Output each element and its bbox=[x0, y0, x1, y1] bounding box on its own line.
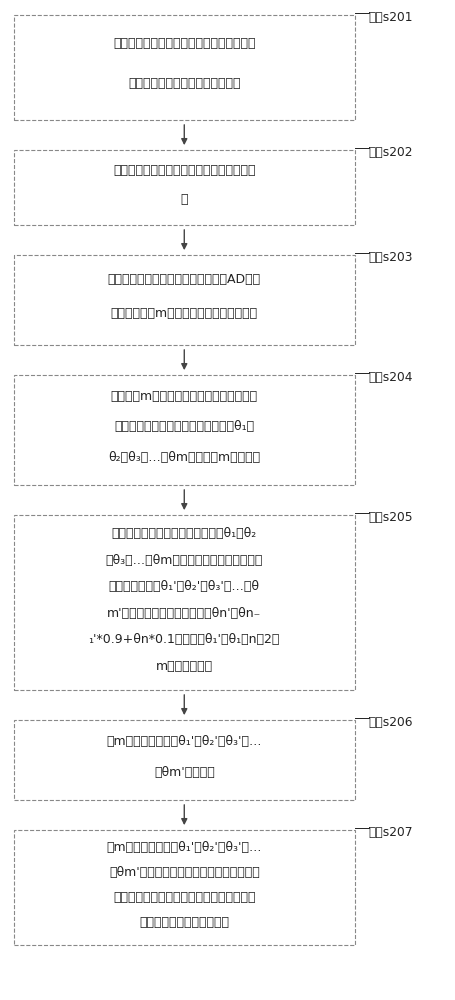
Bar bbox=[14, 255, 355, 345]
Text: 将m个趋势化阻抗值θ₁'、θ₂'、θ₃'、…: 将m个趋势化阻抗值θ₁'、θ₂'、θ₃'、… bbox=[106, 841, 262, 854]
Text: 对m个趋势化阻抗值θ₁'、θ₂'、θ₃'、…: 对m个趋势化阻抗值θ₁'、θ₂'、θ₃'、… bbox=[106, 735, 262, 748]
Text: 的趋势化阻抗值θ₁'、θ₂'、θ₃'、…、θ: 的趋势化阻抗值θ₁'、θ₂'、θ₃'、…、θ bbox=[109, 580, 260, 593]
Text: 步骤s207: 步骤s207 bbox=[369, 826, 413, 839]
Text: 得到初始电缆芯对地电压和漏电流: 得到初始电缆芯对地电压和漏电流 bbox=[128, 77, 241, 90]
Text: ₁'*0.9+θn*0.1，其中，θ₁'＝θ₁，n为2至: ₁'*0.9+θn*0.1，其中，θ₁'＝θ₁，n为2至 bbox=[89, 633, 280, 646]
Text: 理: 理 bbox=[181, 193, 188, 206]
Text: 性采样，得到m组电缆芯对地电压和漏电流: 性采样，得到m组电缆芯对地电压和漏电流 bbox=[111, 307, 258, 320]
Text: m'，其中，趋势化处理公式为θn'＝θn₋: m'，其中，趋势化处理公式为θn'＝θn₋ bbox=[107, 607, 262, 620]
Bar bbox=[14, 375, 355, 485]
Text: 对得到的m组电缆芯对地电压和漏电流分别: 对得到的m组电缆芯对地电压和漏电流分别 bbox=[111, 390, 258, 403]
Bar bbox=[14, 830, 355, 945]
Text: 步骤s205: 步骤s205 bbox=[369, 511, 413, 524]
Text: m中的任意整数: m中的任意整数 bbox=[156, 660, 213, 673]
Bar bbox=[14, 720, 355, 800]
Text: 对初始电缆芯对地电压和漏电流进行AD周期: 对初始电缆芯对地电压和漏电流进行AD周期 bbox=[108, 273, 261, 286]
Bar bbox=[14, 515, 355, 690]
Text: 步骤s204: 步骤s204 bbox=[369, 371, 413, 384]
Text: 对电缆芯对地电压和漏电流进行实时测量，: 对电缆芯对地电压和漏电流进行实时测量， bbox=[113, 37, 256, 50]
Text: 步骤s201: 步骤s201 bbox=[369, 11, 413, 24]
Text: 、θm'进行存储: 、θm'进行存储 bbox=[154, 766, 215, 779]
Text: 步骤s206: 步骤s206 bbox=[369, 716, 413, 729]
Bar bbox=[14, 150, 355, 225]
Text: 进行相除处理，对应得到对地阻抗值θ₁、: 进行相除处理，对应得到对地阻抗值θ₁、 bbox=[114, 420, 254, 433]
Bar bbox=[14, 15, 355, 120]
Text: 步骤s203: 步骤s203 bbox=[369, 251, 413, 264]
Text: 步骤s202: 步骤s202 bbox=[369, 146, 413, 159]
Text: 、θ₃、…、θm进行趋势化处理，得到对应: 、θ₃、…、θm进行趋势化处理，得到对应 bbox=[106, 554, 263, 567]
Text: 、θm'按照时间顺序进行编排，并转换为数: 、θm'按照时间顺序进行编排，并转换为数 bbox=[109, 866, 260, 879]
Text: θ₂、θ₃、…、θm，其中，m为正整数: θ₂、θ₃、…、θm，其中，m为正整数 bbox=[108, 451, 260, 464]
Text: 对初始电缆芯对地电压和漏电流进行放大处: 对初始电缆芯对地电压和漏电流进行放大处 bbox=[113, 164, 256, 177]
Text: 依据趋势化处理公式对对地阻抗值θ₁、θ₂: 依据趋势化处理公式对对地阻抗值θ₁、θ₂ bbox=[111, 527, 257, 540]
Text: 信号生成趋势化阻抗波形图: 信号生成趋势化阻抗波形图 bbox=[139, 916, 229, 929]
Text: 组，再将数组转换为动态信号，并依据动态: 组，再将数组转换为动态信号，并依据动态 bbox=[113, 891, 256, 904]
